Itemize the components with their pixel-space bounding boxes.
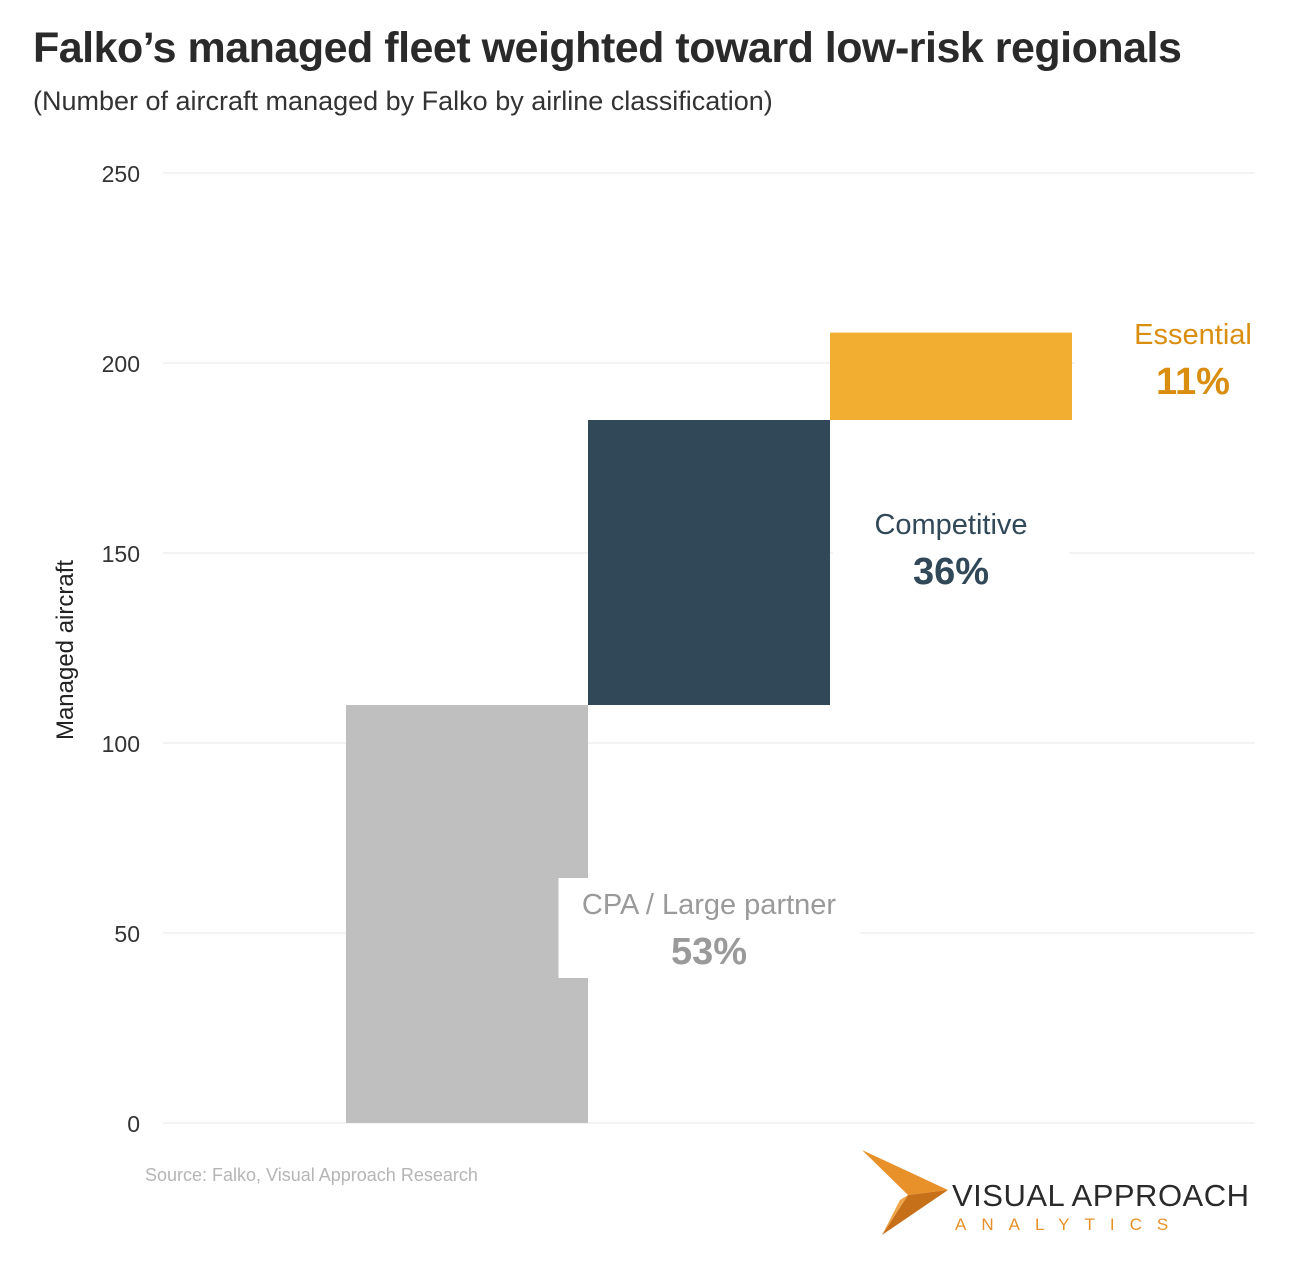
percent-label: 11% [1156, 361, 1230, 403]
logo-tagline: ANALYTICS [955, 1215, 1184, 1234]
category-label: Competitive [874, 509, 1027, 541]
logo-wordmark: VISUAL APPROACH [952, 1178, 1250, 1213]
label-background [558, 878, 860, 978]
y-tick-label: 50 [114, 921, 140, 947]
percent-label: 36% [913, 551, 989, 593]
category-label: Essential [1134, 319, 1252, 351]
y-tick-label: 100 [102, 731, 140, 757]
y-tick-label: 250 [102, 161, 140, 187]
source-note: Source: Falko, Visual Approach Research [145, 1165, 478, 1185]
y-tick-label: 150 [102, 541, 140, 567]
label-background [833, 498, 1069, 598]
chart-title: Falko’s managed fleet weighted toward lo… [33, 24, 1182, 72]
y-tick-label: 200 [102, 351, 140, 377]
y-tick-label: 0 [127, 1111, 140, 1137]
y-axis-label: Managed aircraft [52, 560, 79, 740]
percent-label: 53% [671, 931, 747, 973]
bar-essential [830, 332, 1072, 420]
label-background [1075, 308, 1292, 408]
chart-subtitle: (Number of aircraft managed by Falko by … [33, 86, 773, 116]
visual-approach-logo: VISUAL APPROACH ANALYTICS [860, 1145, 1270, 1240]
category-label: CPA / Large partner [582, 889, 837, 921]
bar-competitive [588, 420, 830, 705]
bar-cpa-large-partner [346, 705, 588, 1123]
logo-mark-icon [862, 1150, 948, 1235]
